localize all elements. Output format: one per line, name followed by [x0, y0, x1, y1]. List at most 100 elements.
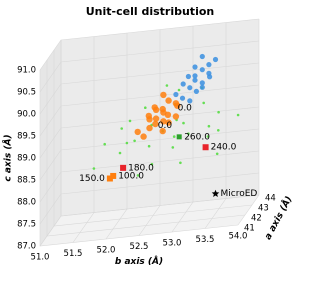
point: [159, 105, 166, 113]
point: [103, 142, 106, 146]
grid-line: [60, 40, 260, 217]
point: [187, 98, 193, 104]
point: [172, 135, 176, 138]
point: [207, 124, 211, 128]
point: [165, 84, 169, 87]
y-tick-label: 90.5: [17, 88, 36, 98]
z-tick-label: 41: [244, 224, 255, 234]
point: [136, 174, 140, 177]
annotation: 0.0: [178, 104, 193, 114]
star-marker: [211, 189, 220, 197]
y-tick-label: 87.0: [17, 242, 36, 252]
point: [192, 73, 198, 79]
x-axis-label: b axis (Å): [115, 256, 163, 267]
point: [140, 133, 147, 140]
point: [171, 146, 175, 149]
point: [207, 74, 213, 80]
point: [179, 161, 182, 165]
point: [177, 88, 181, 92]
point: [206, 135, 210, 138]
z-tick-label: 44: [265, 194, 276, 204]
point: [145, 112, 152, 120]
annotation: MicroED: [221, 189, 258, 199]
annotation: 260.0: [184, 132, 210, 142]
y-tick-label: 88.5: [17, 176, 36, 186]
point: [217, 110, 220, 114]
point: [152, 106, 160, 114]
y-tick-label: 89.0: [17, 154, 36, 164]
x-tick-label: 51.5: [64, 249, 83, 259]
point: [192, 77, 198, 83]
point: [185, 73, 191, 80]
point: [199, 80, 205, 86]
point: [179, 95, 186, 101]
x-tick-label: 53.5: [196, 235, 215, 245]
point: [152, 115, 160, 122]
point: [192, 64, 198, 70]
annotation: 150.0: [79, 174, 105, 184]
point: [160, 118, 167, 125]
point: [146, 124, 153, 132]
x-tick-label: 51.0: [31, 253, 50, 263]
annotation: 180.0: [128, 163, 154, 173]
annotation: 100.0: [118, 171, 144, 181]
z-tick-label: 42: [251, 214, 262, 224]
point: [144, 106, 147, 109]
point: [128, 119, 132, 123]
x-tick-label: 52.0: [97, 246, 116, 256]
point: [165, 97, 172, 104]
point: [172, 100, 180, 107]
x-tick-label: 52.5: [130, 242, 149, 252]
y-tick-label: 91.0: [17, 66, 36, 76]
point: [180, 81, 186, 87]
point: [125, 141, 129, 145]
point: [193, 88, 199, 94]
point: [165, 119, 172, 126]
y-axis-label: c axis (Å): [3, 134, 14, 181]
annotation: 0.0: [158, 121, 173, 131]
square-marker: [120, 164, 127, 171]
point: [134, 128, 141, 136]
point: [133, 139, 136, 143]
point: [164, 111, 172, 119]
point: [118, 151, 122, 155]
point: [173, 91, 179, 98]
z-tick-label: 43: [258, 204, 269, 214]
grid-line: [53, 50, 253, 227]
square-marker: [106, 175, 113, 182]
point: [160, 91, 167, 99]
point: [217, 129, 220, 132]
point: [199, 84, 205, 90]
point: [120, 127, 123, 130]
x-tick-label: 53.0: [163, 239, 182, 249]
point: [92, 167, 96, 170]
grid-line: [39, 70, 239, 247]
y-tick-label: 89.5: [17, 132, 36, 142]
point: [172, 113, 180, 120]
point: [202, 101, 205, 105]
annotation: 240.0: [211, 143, 237, 153]
point: [147, 144, 151, 148]
point: [187, 85, 193, 91]
grid-line: [46, 60, 246, 237]
y-tick-label: 90.0: [17, 110, 36, 120]
point: [236, 113, 240, 117]
point: [206, 62, 212, 68]
chart: Unit-cell distribution 51.0 51.5 52.0 52.5 5…: [3, 5, 295, 267]
point: [159, 127, 166, 135]
y-tick-label: 87.5: [17, 220, 36, 230]
point: [152, 120, 159, 128]
point: [199, 53, 205, 60]
point: [212, 56, 219, 63]
chart-title: Unit-cell distribution: [86, 5, 214, 18]
point: [182, 121, 185, 125]
point: [150, 162, 154, 166]
point: [215, 152, 219, 156]
point: [187, 132, 190, 135]
square-marker: [202, 144, 209, 151]
square-marker: [176, 134, 182, 140]
square-marker: [110, 172, 117, 179]
y-tick-label: 88.0: [17, 198, 36, 208]
x-tick-label: 54.0: [229, 232, 248, 242]
